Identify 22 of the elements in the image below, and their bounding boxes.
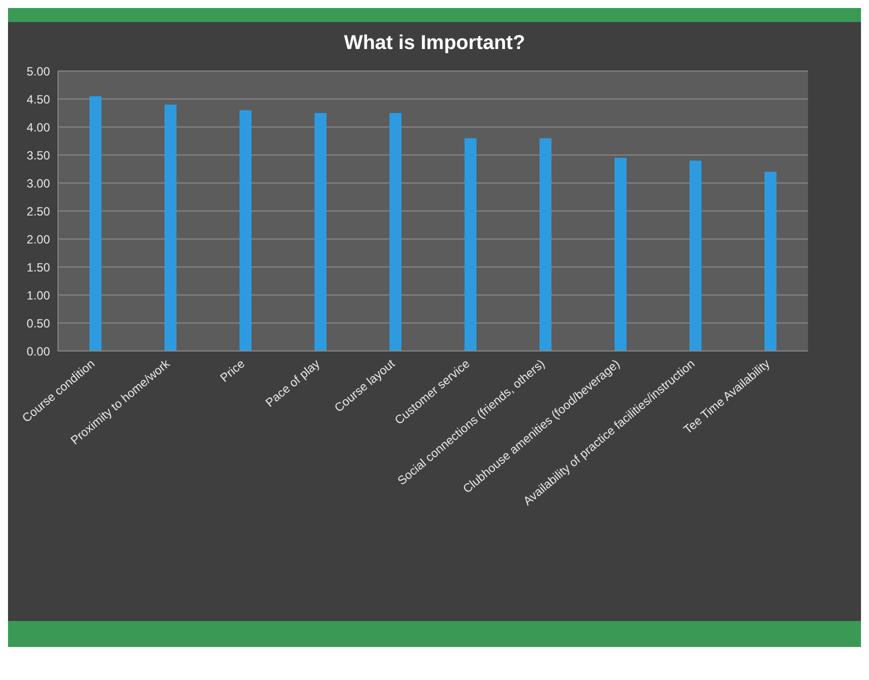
bar: [90, 96, 102, 351]
y-tick-label: 4.50: [26, 92, 50, 106]
bar: [240, 110, 252, 351]
y-tick-label: 5.00: [26, 64, 50, 78]
y-tick-label: 1.50: [26, 260, 50, 274]
bar: [764, 172, 776, 351]
y-tick-label: 3.50: [26, 148, 50, 162]
bar: [164, 104, 176, 351]
bar: [690, 160, 702, 351]
bar: [314, 113, 326, 351]
y-tick-label: 4.00: [26, 120, 50, 134]
bar: [390, 113, 402, 351]
bar: [540, 138, 552, 351]
y-tick-label: 0.50: [26, 316, 50, 330]
bar: [464, 138, 476, 351]
chart-title: What is Important?: [342, 31, 526, 56]
y-tick-label: 3.00: [26, 176, 50, 190]
y-tick-label: 0.00: [26, 344, 50, 358]
y-tick-label: 1.00: [26, 288, 50, 302]
y-tick-label: 2.00: [26, 232, 50, 246]
y-tick-label: 2.50: [26, 204, 50, 218]
bar: [614, 158, 626, 351]
